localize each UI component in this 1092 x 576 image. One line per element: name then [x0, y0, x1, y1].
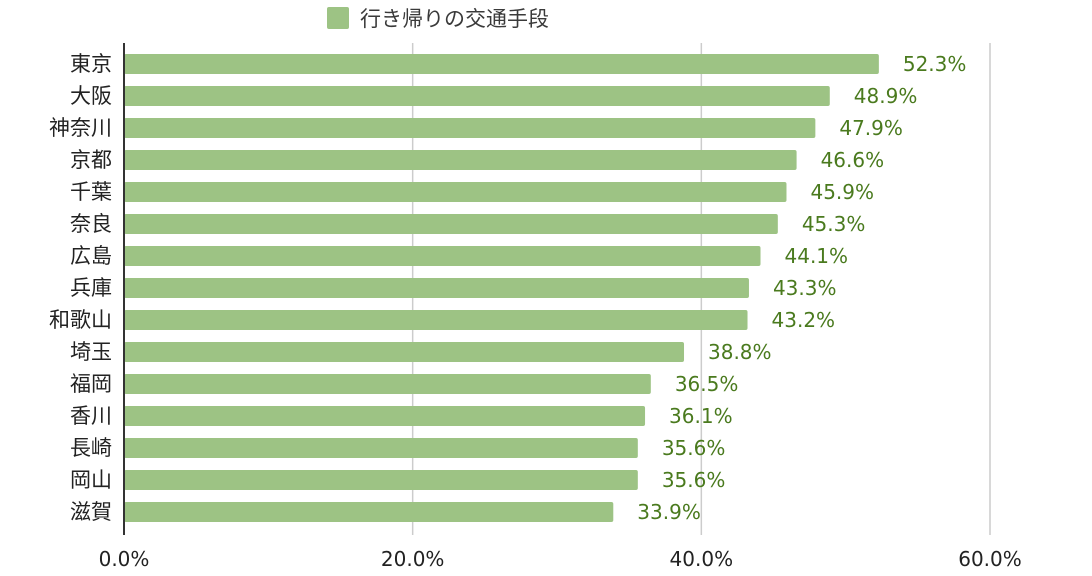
bar [124, 278, 749, 298]
category-label: 広島 [70, 244, 112, 268]
category-label: 岡山 [70, 468, 112, 492]
value-label: 35.6% [662, 468, 726, 492]
value-label: 45.3% [802, 212, 866, 236]
category-label: 長崎 [70, 436, 112, 460]
legend-swatch [327, 7, 349, 29]
value-label: 38.8% [708, 340, 772, 364]
category-label: 神奈川 [49, 116, 112, 140]
legend-label: 行き帰りの交通手段 [360, 7, 549, 31]
bar [124, 246, 761, 266]
x-axis-ticks: 0.0% 20.0% 40.0% 60.0% [99, 547, 1022, 571]
value-label: 35.6% [662, 436, 726, 460]
x-tick-label: 60.0% [958, 547, 1022, 571]
x-tick-label: 20.0% [381, 547, 445, 571]
value-label: 47.9% [839, 116, 903, 140]
category-label: 和歌山 [49, 308, 112, 332]
bar [124, 214, 778, 234]
value-label: 43.2% [772, 308, 836, 332]
bars [124, 54, 879, 522]
category-label: 京都 [70, 148, 112, 172]
bar [124, 150, 797, 170]
category-label: 大阪 [70, 84, 112, 108]
bar [124, 118, 816, 138]
category-label: 奈良 [70, 212, 112, 236]
bar [124, 342, 685, 362]
bar [124, 182, 787, 202]
value-label: 52.3% [903, 52, 967, 76]
x-tick-label: 40.0% [670, 547, 734, 571]
category-label: 香川 [70, 404, 112, 428]
category-label: 滋賀 [70, 500, 112, 524]
value-label: 36.1% [669, 404, 733, 428]
bar [124, 54, 879, 74]
category-label: 兵庫 [70, 276, 112, 300]
bar [124, 86, 830, 106]
value-label: 44.1% [785, 244, 849, 268]
value-label: 43.3% [773, 276, 837, 300]
category-label: 埼玉 [70, 340, 112, 364]
bar [124, 502, 614, 522]
category-label: 東京 [70, 52, 112, 76]
bar [124, 406, 646, 426]
value-label: 48.9% [854, 84, 918, 108]
x-tick-label: 0.0% [99, 547, 150, 571]
value-label: 46.6% [821, 148, 885, 172]
value-labels: 52.3% 48.9% 47.9% 46.6% 45.9% 45.3% 44.1% 43.3%… [637, 52, 966, 524]
category-label: 千葉 [70, 180, 112, 204]
bar [124, 310, 748, 330]
bar [124, 470, 638, 490]
value-label: 36.5% [675, 372, 739, 396]
bar [124, 438, 638, 458]
category-label: 福岡 [70, 372, 112, 396]
bar [124, 374, 651, 394]
value-label: 45.9% [810, 180, 874, 204]
legend: 行き帰りの交通手段 [327, 7, 549, 31]
value-label: 33.9% [637, 500, 701, 524]
